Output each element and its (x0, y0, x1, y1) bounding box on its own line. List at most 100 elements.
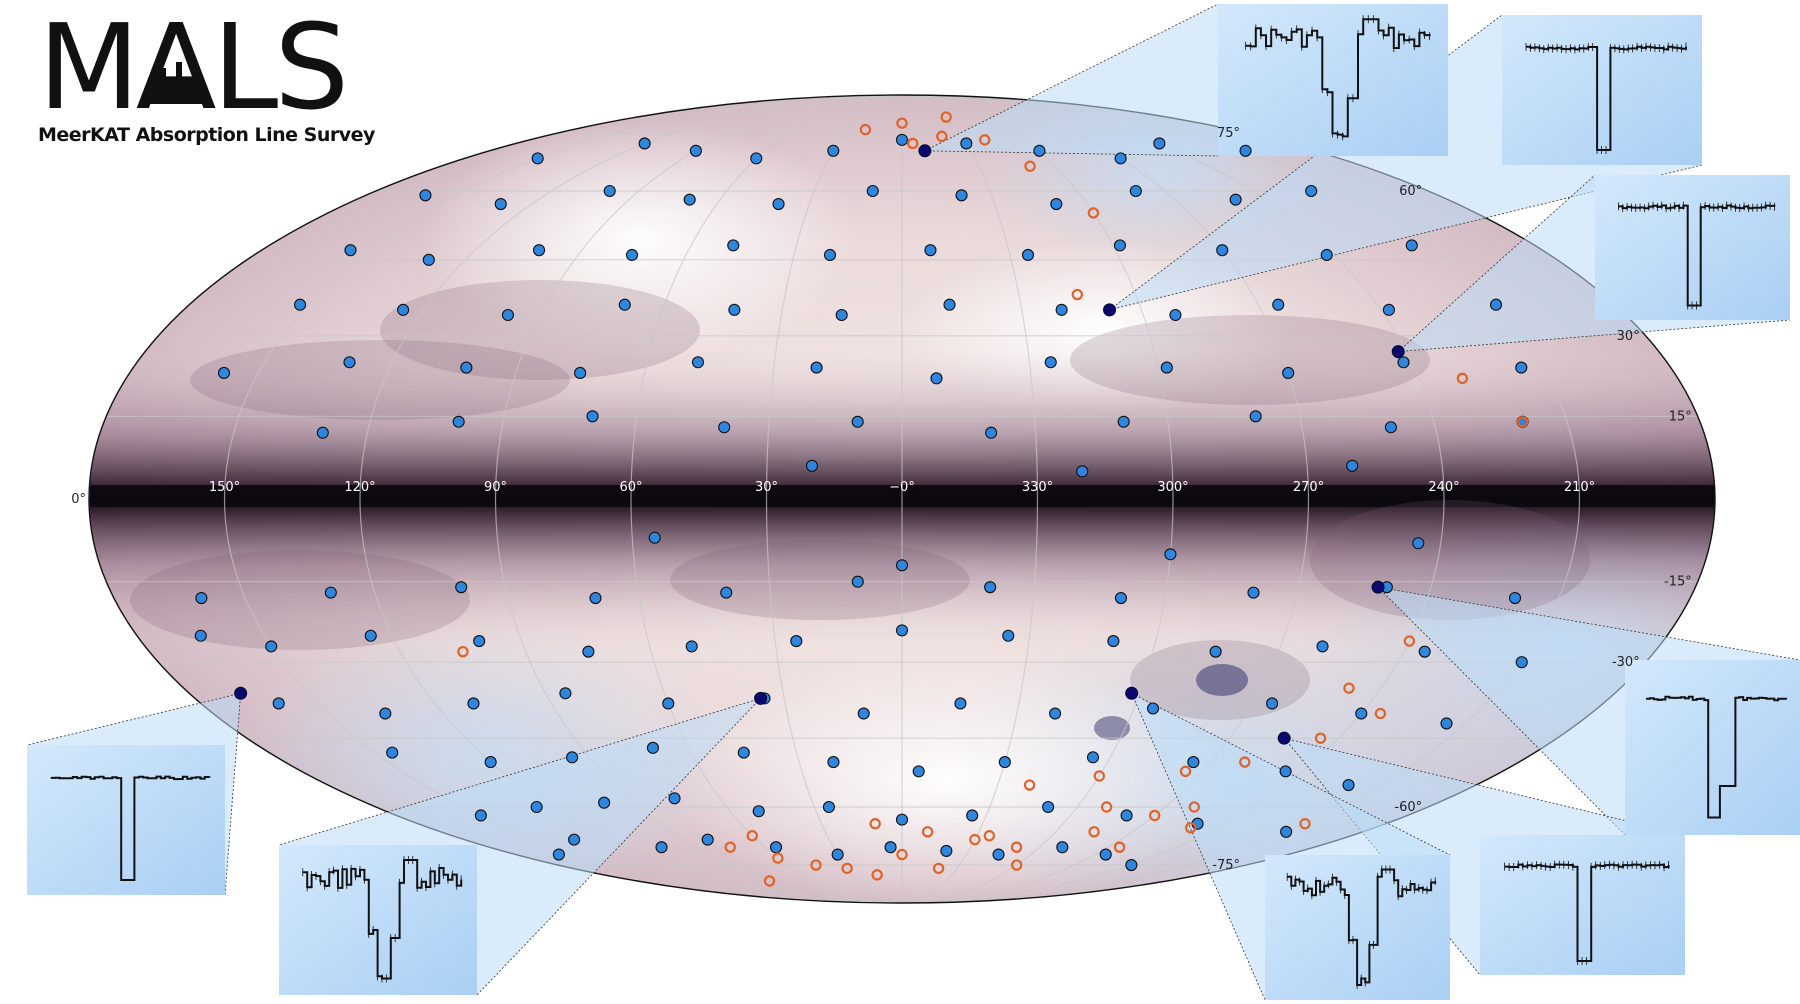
detection-marker (1382, 303, 1395, 316)
detection-marker (566, 751, 579, 764)
detection-marker (386, 746, 399, 759)
detection-marker (1279, 765, 1292, 778)
spectrum-inset (1218, 4, 1448, 156)
dust-filament (1070, 315, 1430, 405)
leader-line (1377, 586, 1800, 661)
spectrum-inset (279, 845, 477, 995)
detection-marker (1120, 809, 1133, 822)
detection-marker (827, 756, 840, 769)
detection-marker (473, 635, 486, 648)
leader-line (1284, 737, 1686, 836)
lon-tick-label: 90° (484, 480, 507, 495)
detection-marker (1384, 421, 1397, 434)
detection-marker (1153, 137, 1166, 150)
detection-marker (1405, 239, 1418, 252)
detection-marker (1515, 361, 1528, 374)
detection-marker (194, 629, 207, 642)
lat-tick-label: -60° (1394, 800, 1422, 815)
highlighted-marker (234, 686, 248, 700)
detection-marker (265, 640, 278, 653)
detection-marker (1216, 244, 1229, 257)
detection-marker (857, 707, 870, 720)
inset-panel (1625, 660, 1800, 835)
lon-tick-label: 30° (755, 480, 778, 495)
detection-marker (985, 426, 998, 439)
detection-marker (831, 848, 844, 861)
detection-marker (805, 459, 819, 472)
detection-marker (625, 248, 639, 262)
spectrum-inset (1502, 15, 1702, 165)
non-detection-marker (979, 134, 991, 146)
non-detection-marker (724, 841, 736, 853)
detection-marker (728, 303, 741, 316)
detection-marker (272, 697, 285, 710)
non-detection-marker (983, 830, 996, 842)
detection-marker (1209, 645, 1222, 658)
spectrum-insets (27, 4, 1800, 1000)
lon-tick-label: 330° (1022, 480, 1053, 495)
logo-subtitle: MeerKAT Absorption Line Survey (38, 124, 376, 146)
detection-marker (467, 697, 480, 710)
detection-marker (966, 809, 979, 822)
detection-marker (455, 581, 468, 594)
detection-marker (324, 586, 337, 599)
lon-tick-label: 150° (209, 480, 240, 495)
inset-panel (27, 745, 225, 895)
sky-boundary (88, 94, 1716, 904)
detection-marker (827, 144, 840, 157)
detection-marker (1355, 707, 1368, 720)
detection-marker (1169, 308, 1182, 322)
detection-marker (662, 697, 675, 710)
detection-marker (460, 361, 473, 374)
leader-line (26, 692, 241, 746)
non-detection-marker (1113, 841, 1126, 853)
non-detection-marker (810, 859, 822, 871)
inset-panel (1595, 175, 1790, 320)
leader-line (924, 3, 1219, 152)
detection-marker (1042, 800, 1055, 814)
leader-line (924, 150, 1219, 157)
detection-marker (727, 239, 740, 252)
detection-marker (895, 813, 909, 826)
detection-marker (1117, 415, 1130, 428)
detection-marker (769, 841, 783, 854)
detection-marker (750, 152, 763, 165)
detection-marker (655, 841, 668, 854)
detection-marker (668, 792, 681, 805)
non-detection-marker (940, 111, 952, 123)
axis-tick-labels: 150° 120° 90° 60° 30° −0° 330° 300° 270° 240° 210°… (71, 126, 1692, 873)
non-detection-marker (896, 117, 908, 129)
skyline-tower (158, 68, 166, 80)
detection-marker (1114, 592, 1127, 605)
non-detection-marker (457, 645, 469, 658)
detection-marker (1320, 248, 1333, 262)
detection-marker (851, 575, 864, 588)
non-detection-marker (1239, 756, 1251, 768)
detection-marker (1055, 303, 1068, 316)
detection-marker (1056, 841, 1069, 854)
detection-marker (737, 746, 750, 759)
detection-marker (484, 756, 497, 769)
spectrum-inset (1625, 660, 1800, 835)
lon-tick-label: 240° (1428, 480, 1459, 495)
detection-marker (1515, 656, 1528, 669)
dust-filament (190, 340, 570, 420)
detection-marker (718, 421, 731, 434)
non-detection-marker (1023, 779, 1036, 791)
detection-marker (574, 366, 587, 379)
source-markers (194, 111, 1529, 887)
detection-marker (895, 559, 909, 572)
highlighted-marker (754, 691, 768, 705)
detection-marker (895, 133, 909, 146)
detection-marker (851, 415, 864, 428)
detection-marker (397, 303, 410, 316)
skyline-tower (176, 62, 182, 80)
non-detection-marker (1087, 207, 1100, 219)
non-detection-marker (932, 862, 945, 875)
spectrum-inset (1480, 835, 1685, 975)
detection-marker (1002, 629, 1015, 642)
detection-marker (589, 592, 602, 605)
detection-marker (195, 592, 208, 605)
non-detection-marker (1456, 372, 1469, 385)
